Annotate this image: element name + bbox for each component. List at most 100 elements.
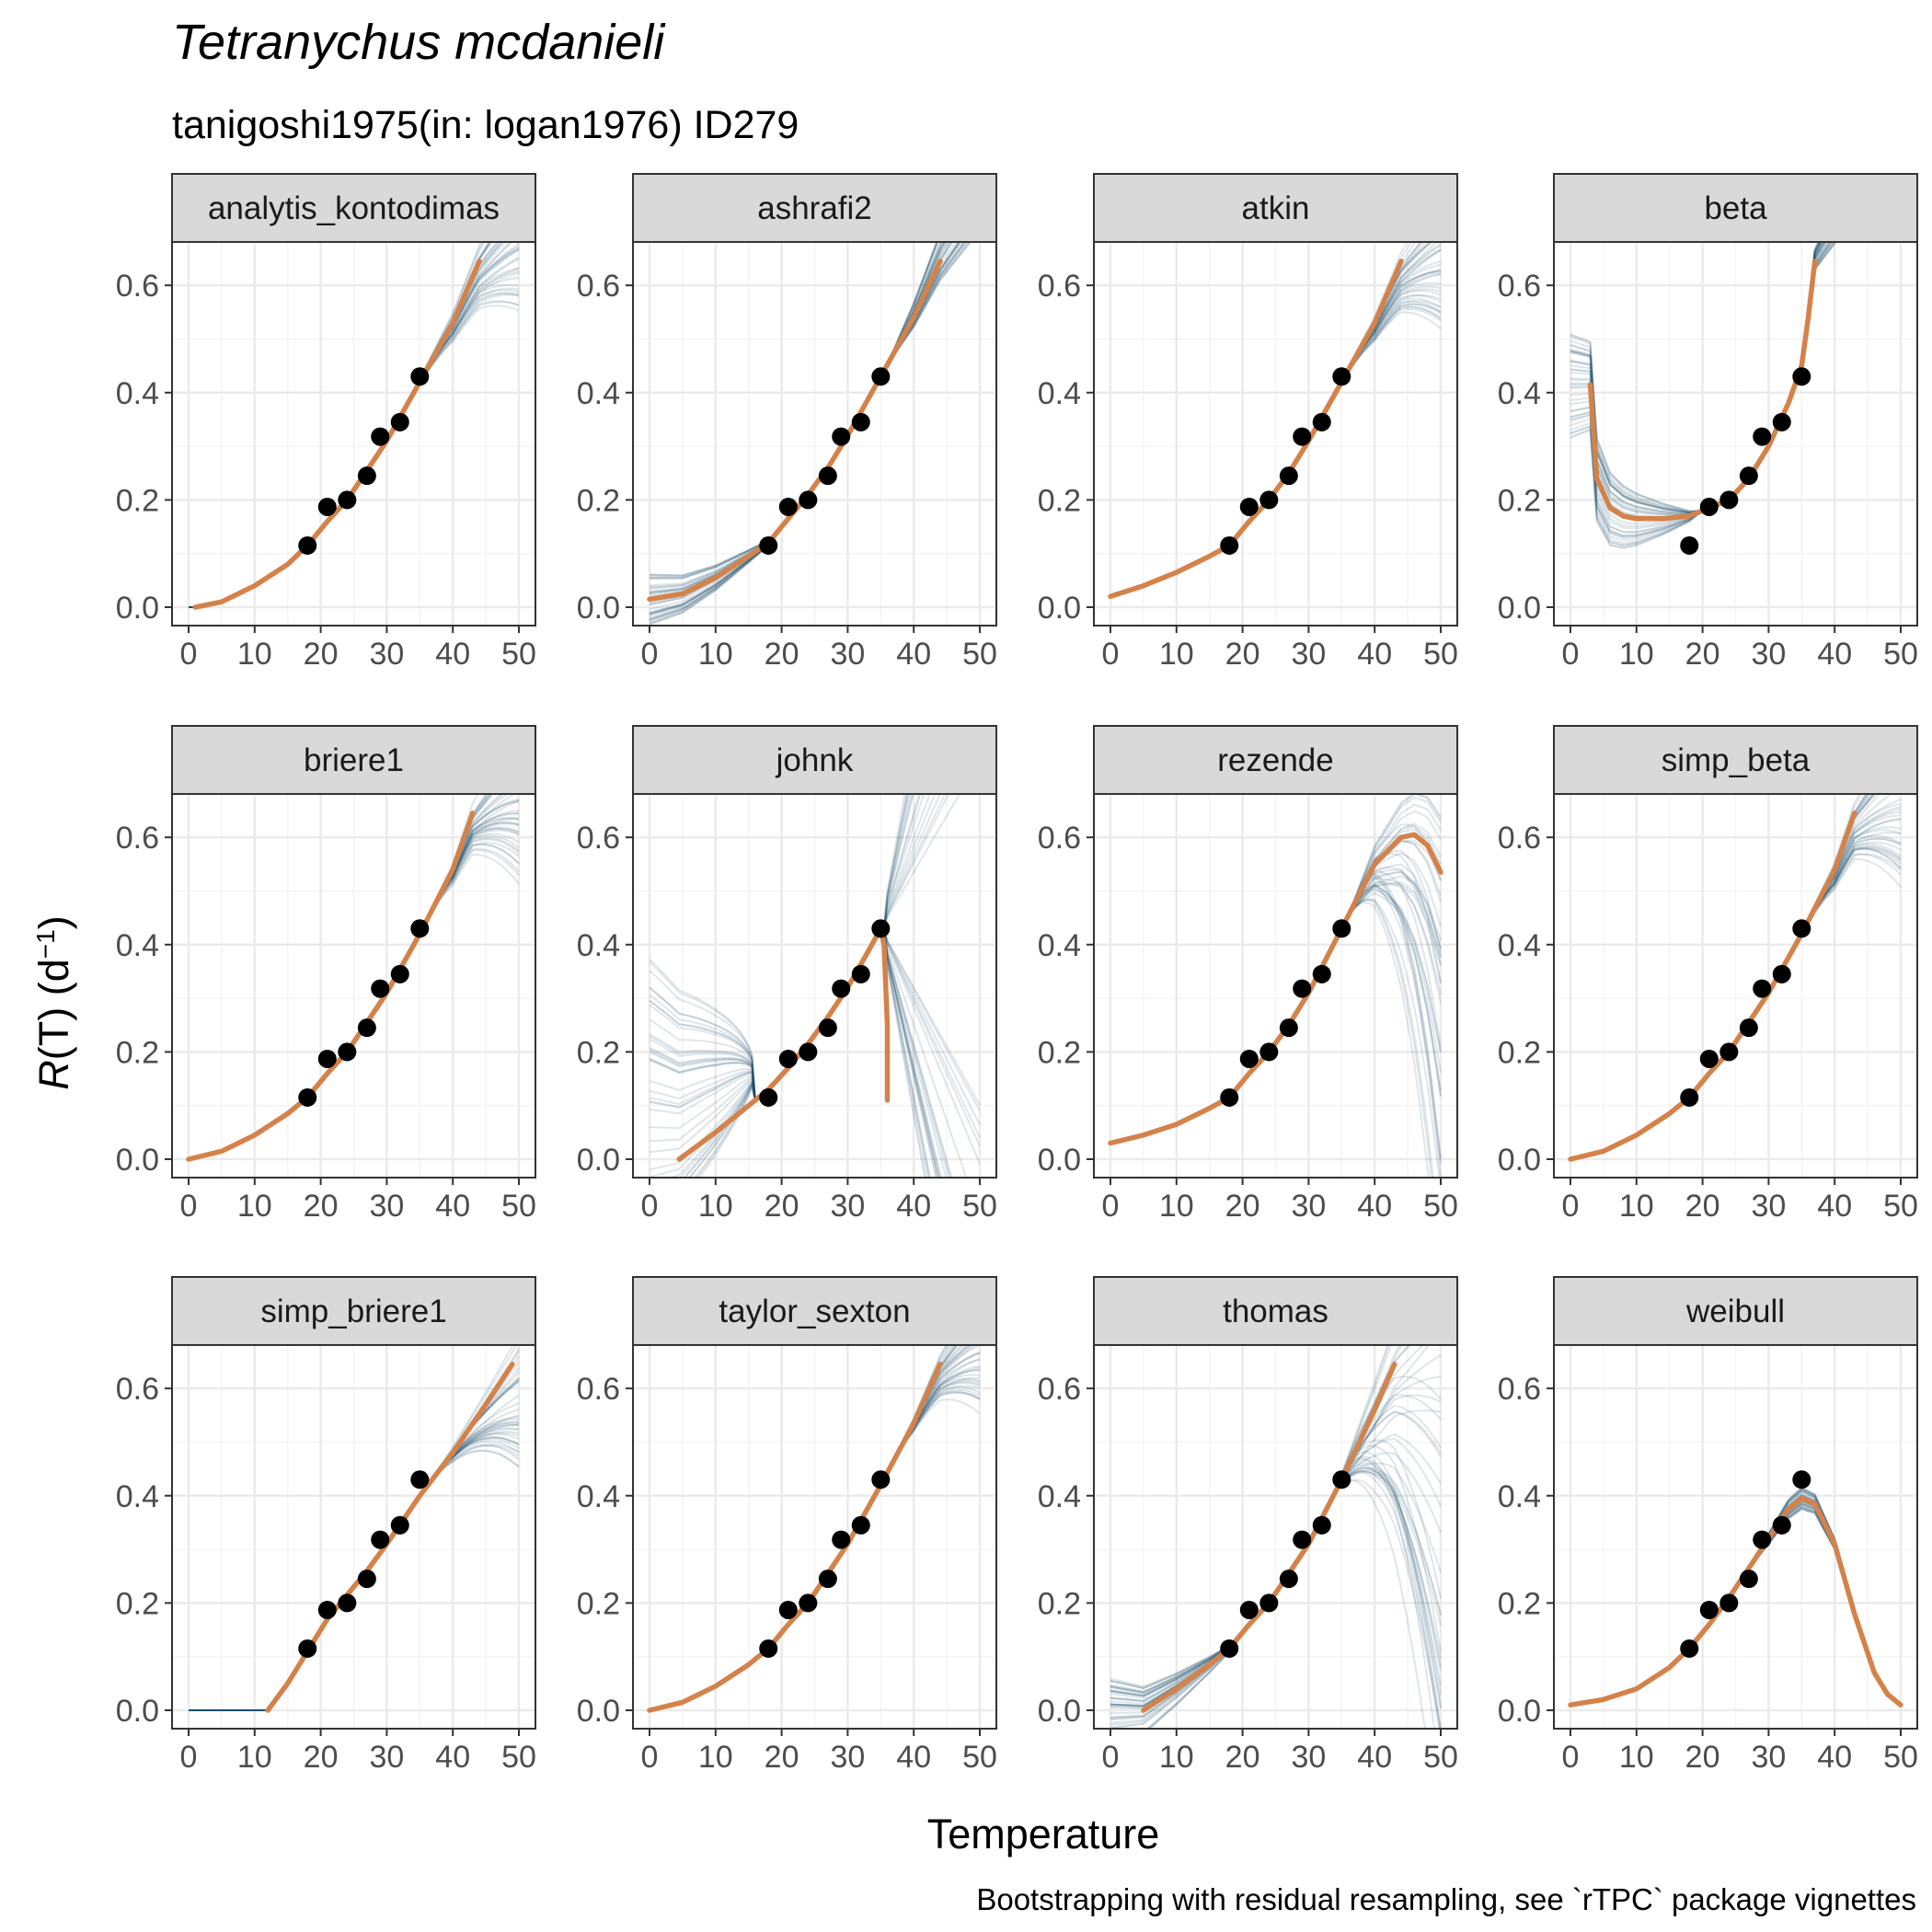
x-tick-label: 20 xyxy=(765,1740,799,1775)
x-tick-label: 50 xyxy=(501,1189,536,1224)
panel-border xyxy=(632,1344,997,1730)
facet-panel: weibull 0 10 20 30 40 50 0.0 0.2 0.4 0.6 xyxy=(1498,1276,1918,1775)
data-point xyxy=(818,466,837,486)
y-tick-label: 0.6 xyxy=(116,1372,159,1407)
x-tick-label: 20 xyxy=(304,1189,339,1224)
x-tick-label: 0 xyxy=(641,1740,659,1775)
data-point xyxy=(317,1049,337,1068)
data-point xyxy=(851,412,870,431)
facet-panel: briere1 0 10 20 30 40 50 0.0 0.2 0.4 0.6 xyxy=(116,725,536,1224)
x-tick-label: 40 xyxy=(896,1740,931,1775)
facet-panel: taylor_sexton 0 10 20 30 40 50 0.0 0.2 0.4 0.6 xyxy=(577,1276,997,1775)
facet-panel: johnk 0 10 20 30 40 50 0.0 0.2 0.4 0.6 xyxy=(577,725,997,1224)
data-point xyxy=(1719,490,1739,510)
data-point xyxy=(1332,1470,1351,1489)
grid xyxy=(172,794,535,1178)
data-point xyxy=(298,535,317,555)
data-point xyxy=(1699,497,1719,516)
x-tick-label: 10 xyxy=(698,637,733,672)
y-tick-label: 0.2 xyxy=(1498,1035,1541,1070)
data-point xyxy=(371,979,390,998)
x-tick-label: 0 xyxy=(641,1189,659,1224)
x-tick-label: 0 xyxy=(180,637,198,672)
data-point xyxy=(1719,1042,1739,1062)
facet-strip-label: taylor_sexton xyxy=(719,1294,910,1329)
x-tick-label: 50 xyxy=(501,637,536,672)
grid xyxy=(1554,794,1917,1178)
x-tick-label: 20 xyxy=(304,1740,339,1775)
x-tick-label: 0 xyxy=(641,637,659,672)
x-tick-label: 30 xyxy=(830,1740,865,1775)
facet-strip xyxy=(1553,725,1918,795)
x-tick-label: 10 xyxy=(1619,1189,1654,1224)
y-tick-label: 0.0 xyxy=(577,1694,620,1729)
y-tick-label: 0.0 xyxy=(1038,1694,1081,1729)
y-tick-label: 0.4 xyxy=(116,928,159,963)
grid xyxy=(633,1345,996,1729)
panel-border xyxy=(171,241,536,627)
x-tick-label: 50 xyxy=(962,637,997,672)
data-point xyxy=(1279,1018,1298,1038)
data-point xyxy=(357,466,376,486)
x-tick-label: 10 xyxy=(1619,1740,1654,1775)
facet-strip-label: analytis_kontodimas xyxy=(208,190,500,226)
y-tick-label: 0.6 xyxy=(1498,821,1541,856)
data-point xyxy=(1220,535,1239,555)
grid xyxy=(1554,1345,1917,1729)
facet-strip-label: simp_beta xyxy=(1662,742,1811,778)
x-tick-label: 20 xyxy=(1225,1740,1260,1775)
y-tick-label: 0.6 xyxy=(1498,269,1541,304)
facet-panel: beta 0 10 20 30 40 50 0.0 0.2 0.4 0.6 xyxy=(1498,173,1918,672)
x-tick-label: 20 xyxy=(765,637,799,672)
y-axis-title-superscript: −1 xyxy=(31,929,60,959)
grid xyxy=(633,794,996,1178)
data-point xyxy=(1680,1639,1699,1658)
facet-strip xyxy=(632,725,997,795)
x-tick-label: 0 xyxy=(180,1740,198,1775)
data-point xyxy=(1259,490,1279,510)
data-point xyxy=(759,1087,778,1107)
y-tick-label: 0.4 xyxy=(116,1479,159,1514)
data-point xyxy=(1293,427,1312,446)
y-tick-label: 0.4 xyxy=(1038,928,1081,963)
panel-border xyxy=(1553,241,1918,627)
x-tick-label: 10 xyxy=(698,1740,733,1775)
data-point xyxy=(1680,535,1699,555)
data-point xyxy=(1332,919,1351,938)
x-tick-label: 0 xyxy=(1102,637,1120,672)
x-tick-label: 40 xyxy=(435,1740,470,1775)
y-tick-label: 0.0 xyxy=(116,1143,159,1178)
y-tick-label: 0.0 xyxy=(577,1143,620,1178)
panel-border xyxy=(171,1344,536,1730)
x-tick-label: 30 xyxy=(1751,1740,1786,1775)
data-point xyxy=(871,367,891,386)
data-point xyxy=(338,1593,357,1613)
data-point xyxy=(1753,427,1772,446)
x-tick-label: 0 xyxy=(1562,637,1580,672)
facet-strip-label: briere1 xyxy=(304,742,404,778)
data-point xyxy=(390,412,409,431)
x-tick-label: 10 xyxy=(1159,1189,1194,1224)
y-tick-label: 0.2 xyxy=(577,483,620,518)
x-tick-label: 50 xyxy=(1423,1189,1458,1224)
data-point xyxy=(778,1049,798,1068)
x-tick-label: 40 xyxy=(1817,1189,1852,1224)
data-point xyxy=(1279,1570,1298,1589)
x-tick-label: 30 xyxy=(1291,1189,1326,1224)
y-tick-label: 0.6 xyxy=(577,1372,620,1407)
facet-strip-label: rezende xyxy=(1217,742,1333,778)
facet-strip xyxy=(1553,1276,1918,1346)
data-point xyxy=(357,1018,376,1038)
data-point xyxy=(1293,1530,1312,1549)
y-tick-label: 0.2 xyxy=(116,1035,159,1070)
x-tick-label: 20 xyxy=(1685,1740,1720,1775)
y-tick-label: 0.6 xyxy=(1038,1372,1081,1407)
x-tick-label: 40 xyxy=(1817,1740,1852,1775)
facet-strip xyxy=(171,725,536,795)
y-tick-label: 0.6 xyxy=(577,269,620,304)
x-tick-label: 10 xyxy=(1159,1740,1194,1775)
y-axis-title-italic: R xyxy=(30,1060,77,1090)
data-point xyxy=(851,964,870,983)
data-point xyxy=(1739,1570,1758,1589)
